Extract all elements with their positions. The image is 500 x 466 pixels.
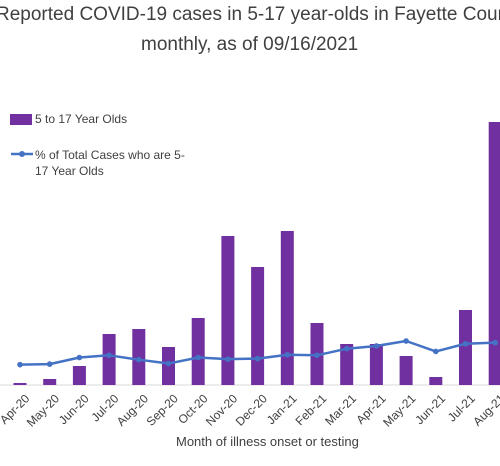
- x-axis-title: Month of illness onset or testing: [176, 434, 359, 449]
- x-tick-label-Dec-20: Dec-20: [233, 391, 270, 428]
- bar-May-21: [399, 356, 413, 385]
- point-Jan-21: [284, 351, 291, 358]
- bar-Mar-21: [340, 344, 354, 385]
- point-Sep-20: [165, 360, 172, 367]
- chart-title-line-2: monthly, as of 09/16/2021: [141, 34, 359, 55]
- legend-bar-label: 5 to 17 Year Olds: [35, 112, 128, 126]
- x-tick-label-Aug-20: Aug-20: [114, 391, 151, 428]
- bar-Oct-20: [191, 318, 205, 385]
- point-Mar-21: [343, 345, 350, 352]
- point-May-20: [46, 361, 53, 367]
- point-Apr-21: [373, 343, 380, 349]
- point-Nov-20: [225, 356, 231, 362]
- x-tick-label-Feb-21: Feb-21: [293, 391, 330, 428]
- bar-Dec-20: [251, 267, 265, 385]
- legend-bar-swatch: [10, 114, 32, 125]
- bar-Apr-21: [369, 344, 383, 385]
- point-Jun-20: [76, 354, 83, 361]
- chart-title-line-1: Reported COVID-19 cases in 5-17 year-old…: [0, 4, 500, 25]
- bar-Nov-20: [221, 236, 235, 385]
- bar-Jun-20: [72, 366, 86, 385]
- x-tick-label-Nov-20: Nov-20: [203, 391, 240, 428]
- point-Jul-20: [106, 352, 112, 359]
- x-tick-label-Jan-21: Jan-21: [264, 391, 300, 427]
- point-Apr-20: [17, 361, 23, 368]
- legend-line-swatch: [11, 151, 33, 157]
- point-Dec-20: [254, 355, 261, 362]
- bar-Jul-20: [102, 334, 116, 385]
- x-tick-label-Mar-21: Mar-21: [322, 391, 359, 428]
- x-tick-label-Sep-20: Sep-20: [144, 391, 181, 428]
- x-tick-label-Aug-21: Aug-21: [470, 391, 500, 428]
- bar-Jan-21: [280, 231, 294, 385]
- point-Aug-20: [136, 356, 142, 363]
- bar-Apr-20: [13, 383, 27, 385]
- x-tick-label-Jun-20: Jun-20: [56, 391, 92, 427]
- point-Jun-21: [433, 348, 439, 355]
- point-Jul-21: [462, 340, 469, 347]
- point-May-21: [403, 338, 409, 344]
- point-Oct-20: [195, 354, 201, 361]
- bar-Jul-21: [459, 310, 472, 385]
- bar-May-20: [43, 379, 57, 385]
- point-Feb-21: [314, 352, 320, 359]
- x-tick-label-May-21: May-21: [380, 391, 418, 429]
- x-tick-label-May-20: May-20: [24, 391, 62, 429]
- bar-Aug-21: [488, 122, 500, 385]
- point-Aug-21: [492, 339, 499, 346]
- x-tick-label-Jun-21: Jun-21: [412, 391, 448, 427]
- legend-line-label: % of Total Cases who are 5-17 Year Olds: [35, 148, 185, 178]
- bar-Jun-21: [429, 377, 443, 385]
